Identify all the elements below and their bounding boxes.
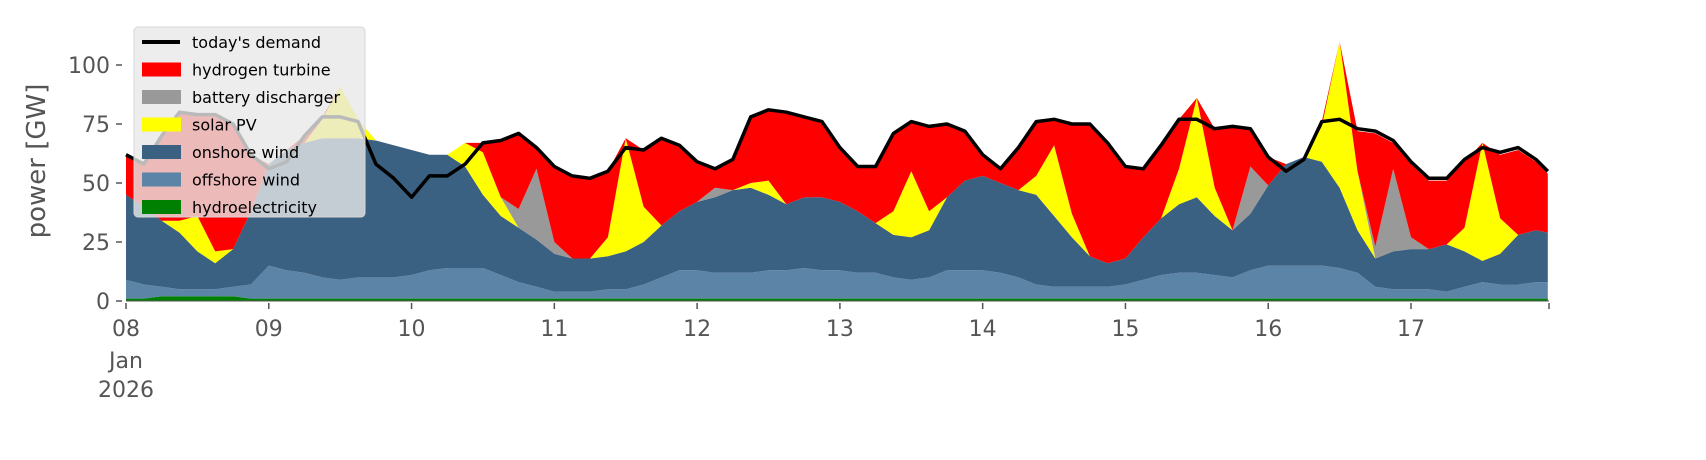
x-tick-label: 15 xyxy=(1111,317,1139,342)
x-tick-label: 08 xyxy=(112,317,140,342)
x-tick-label: 13 xyxy=(826,317,854,342)
x-ticks: 08 Jan 2026 09 10 11 12 13 14 15 16 17 xyxy=(98,303,1550,403)
legend-swatch xyxy=(142,90,181,104)
legend-swatch xyxy=(142,145,181,159)
legend-label: offshore wind xyxy=(192,171,300,190)
x-tick-label: 09 xyxy=(255,317,283,342)
legend-label: battery discharger xyxy=(192,88,340,107)
legend-swatch xyxy=(142,117,181,132)
legend-swatch xyxy=(142,62,181,77)
area-offshore-wind xyxy=(126,265,1548,299)
area-onshore-wind xyxy=(126,138,1548,292)
legend-label: today's demand xyxy=(192,33,321,52)
legend-box xyxy=(133,26,366,218)
x-tick-label: 12 xyxy=(683,317,711,342)
legend-swatch xyxy=(142,172,181,187)
legend-label: hydroelectricity xyxy=(192,198,317,217)
y-tick-label: 50 xyxy=(82,172,110,197)
area-battery-discharger xyxy=(126,41,1548,264)
x-tick-month: Jan xyxy=(107,349,143,374)
legend: today's demand hydrogen turbine battery di… xyxy=(133,26,366,218)
x-tick-label: 10 xyxy=(398,317,426,342)
x-tick-label: 14 xyxy=(969,317,997,342)
x-tick-year: 2026 xyxy=(98,378,154,403)
x-tick-label: 11 xyxy=(540,317,568,342)
area-hydroelectricity xyxy=(126,296,1548,301)
x-tick-label: 16 xyxy=(1254,317,1282,342)
y-tick-label: 25 xyxy=(82,231,110,256)
stacked-areas xyxy=(126,41,1548,301)
area-hydrogen-turbine xyxy=(126,41,1548,264)
x-tick-label: 17 xyxy=(1397,317,1425,342)
legend-label: onshore wind xyxy=(192,143,299,162)
y-tick-label: 75 xyxy=(82,113,110,138)
y-axis-label: power [GW] xyxy=(22,84,52,239)
y-tick-label: 0 xyxy=(96,290,110,315)
legend-label: hydrogen turbine xyxy=(192,61,331,80)
y-ticks: 0 25 50 75 100 xyxy=(68,54,122,315)
y-tick-label: 100 xyxy=(68,54,110,79)
legend-swatch xyxy=(142,200,181,214)
legend-label: solar PV xyxy=(192,116,257,135)
